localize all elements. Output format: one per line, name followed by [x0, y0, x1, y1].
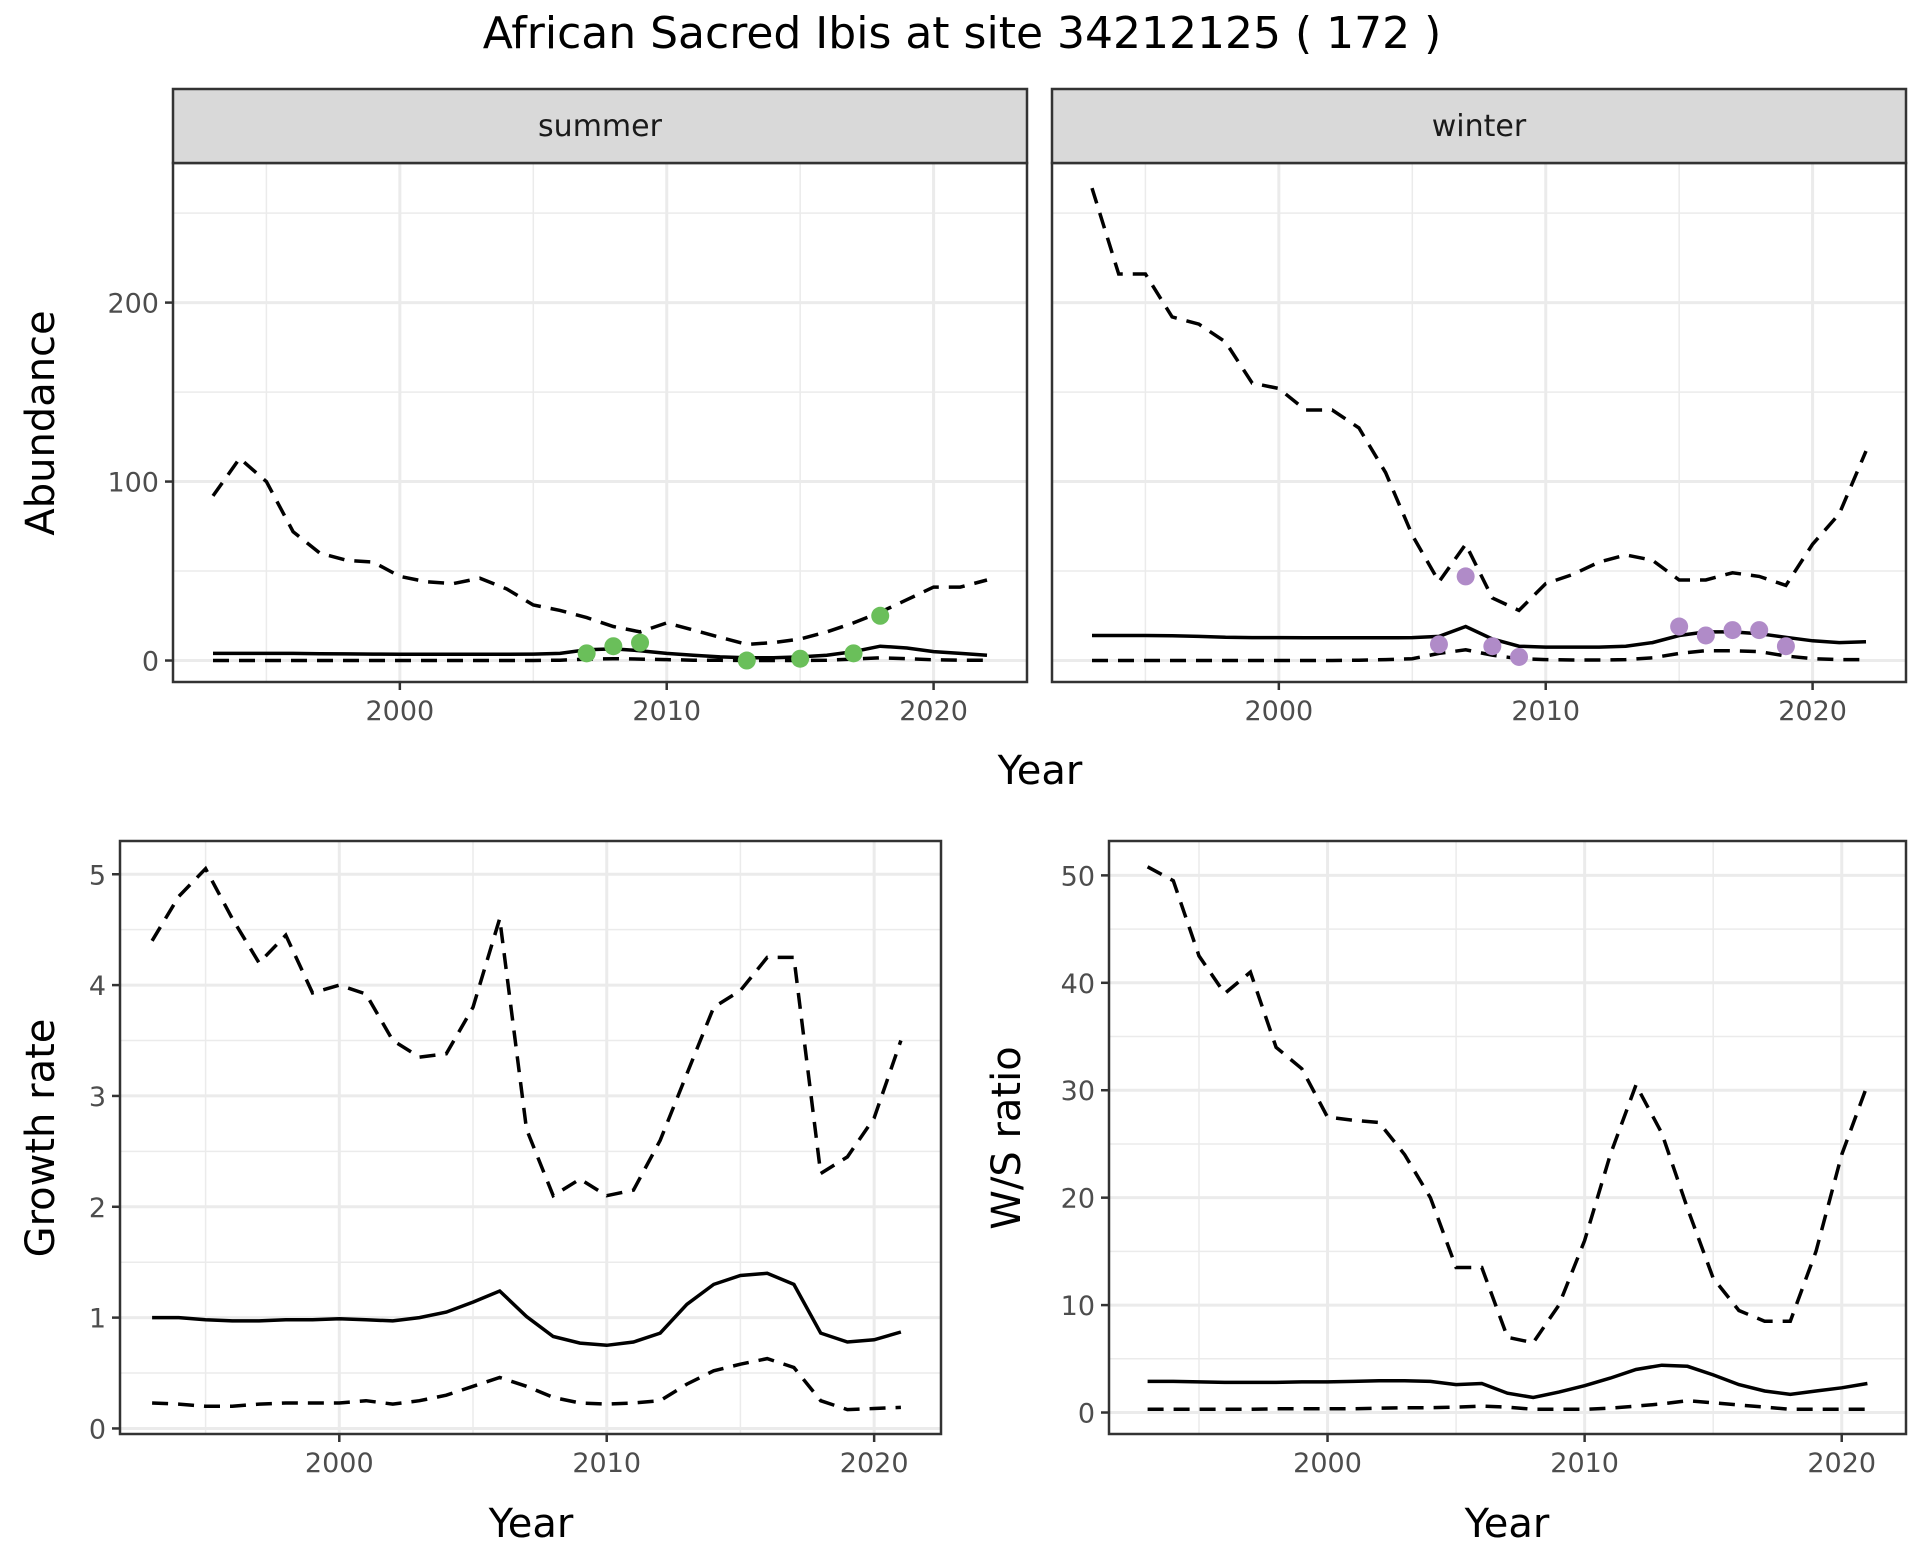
- y-tick-label: 0: [89, 1414, 106, 1445]
- y-tick-label: 0: [142, 647, 159, 678]
- x-axis-title-top: Year: [997, 748, 1083, 794]
- x-tick-label: 2020: [1807, 1448, 1876, 1479]
- data-point: [844, 644, 863, 663]
- y-axis-title-abundance: Abundance: [18, 310, 64, 535]
- facet-strip: [171, 87, 1029, 165]
- y-tick-label: 20: [1061, 1184, 1095, 1215]
- y-tick-label: 3: [89, 1082, 106, 1113]
- x-tick-label: 2020: [840, 1448, 909, 1479]
- x-axis-title-growth: Year: [488, 1501, 574, 1547]
- x-tick-label: 2010: [572, 1448, 641, 1479]
- series-line-lower-bound: [1147, 1398, 1868, 1412]
- data-point: [1429, 635, 1448, 654]
- data-point: [1456, 567, 1475, 586]
- chart-title: African Sacred Ibis at site 34212125 ( 1…: [483, 8, 1441, 59]
- y-tick-label: 2: [89, 1193, 106, 1224]
- panel-border: [118, 839, 943, 1436]
- data-point: [577, 644, 596, 663]
- data-point: [1483, 637, 1502, 656]
- x-tick-label: 2000: [365, 696, 434, 727]
- data-point: [1750, 621, 1769, 640]
- x-axis-title-ratio: Year: [1464, 1501, 1550, 1547]
- data-point: [1723, 621, 1742, 640]
- y-tick-label: 10: [1061, 1291, 1095, 1322]
- facet-strip: [1050, 87, 1908, 165]
- y-tick-label: 50: [1061, 861, 1095, 892]
- facet-label-summer: summer: [538, 109, 663, 144]
- y-tick-label: 4: [89, 971, 106, 1002]
- series-line-upper-bound: [1090, 187, 1868, 613]
- data-point: [1510, 647, 1529, 666]
- series-line-upper-bound: [211, 455, 988, 647]
- x-tick-label: 2000: [305, 1448, 374, 1479]
- data-point: [604, 637, 623, 656]
- x-tick-label: 2010: [1550, 1448, 1619, 1479]
- y-tick-label: 40: [1061, 969, 1095, 1000]
- y-tick-label: 200: [107, 289, 159, 320]
- facet-label-winter: winter: [1432, 109, 1527, 144]
- y-tick-label: 100: [107, 468, 159, 499]
- y-axis-title-growth: Growth rate: [18, 1019, 64, 1258]
- data-point: [631, 633, 650, 652]
- series-line-estimate: [1147, 1363, 1868, 1400]
- y-axis-title-ratio: W/S ratio: [984, 1046, 1030, 1229]
- x-tick-label: 2000: [1293, 1448, 1362, 1479]
- y-tick-label: 1: [89, 1304, 106, 1335]
- data-point: [737, 651, 756, 670]
- x-tick-label: 2020: [1778, 696, 1847, 727]
- series-line-lower-bound: [152, 1356, 901, 1412]
- x-tick-label: 2000: [1244, 696, 1313, 727]
- x-tick-label: 2020: [899, 696, 968, 727]
- series-line-estimate: [152, 1271, 902, 1348]
- y-tick-label: 30: [1061, 1076, 1095, 1107]
- y-tick-label: 5: [89, 860, 106, 891]
- x-tick-label: 2010: [632, 696, 701, 727]
- y-tick-label: 0: [1078, 1399, 1095, 1430]
- data-point: [871, 606, 890, 625]
- data-point: [791, 649, 810, 668]
- data-point: [1696, 626, 1715, 645]
- data-point: [1670, 617, 1689, 636]
- x-tick-label: 2010: [1511, 696, 1580, 727]
- panel-border: [1107, 839, 1908, 1436]
- data-point: [1776, 637, 1795, 656]
- series-line-upper-bound: [1146, 865, 1870, 1345]
